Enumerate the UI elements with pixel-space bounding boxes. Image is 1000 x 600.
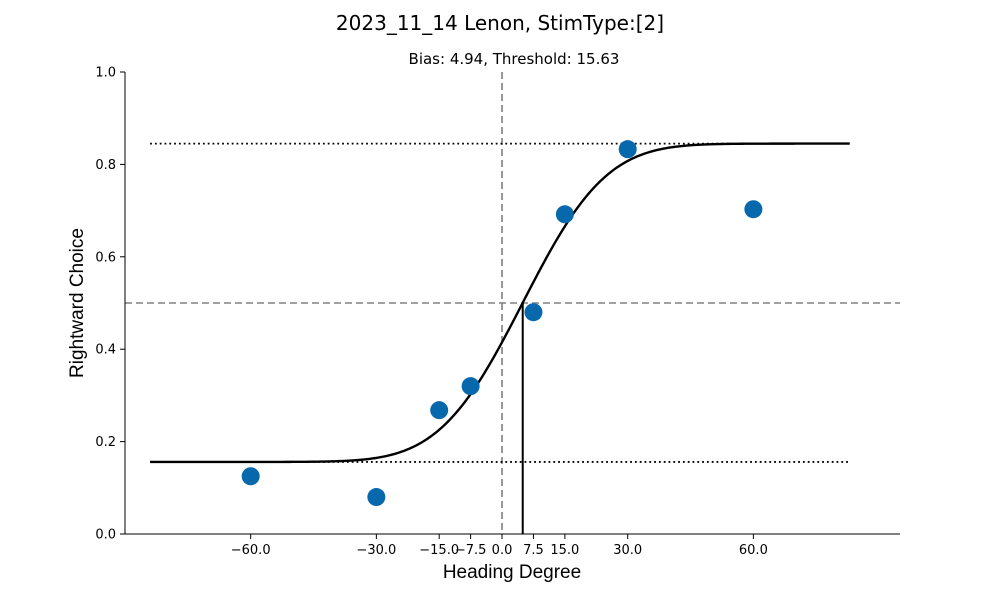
y-tick-label: 0.2 (95, 435, 116, 450)
y-tick-label: 0.0 (95, 528, 116, 543)
x-tick-label: 15.0 (550, 543, 579, 558)
x-tick-label: 0.0 (492, 543, 513, 558)
y-tick-label: 0.8 (95, 158, 116, 173)
data-point (524, 303, 543, 322)
y-tick-label: 0.4 (95, 343, 116, 358)
data-point (430, 401, 449, 420)
data-point (241, 467, 260, 486)
figure-title: 2023_11_14 Lenon, StimType:[2] (336, 11, 664, 35)
data-point (618, 140, 637, 159)
x-tick-label: −60.0 (231, 543, 271, 558)
x-tick-label: 7.5 (523, 543, 544, 558)
plot-area: −60.0 −30.0 −15.0−7.5 0.0 7.5 15.0 30.0 60.0 0.0… (95, 66, 900, 558)
y-tick-label: 0.6 (95, 250, 116, 265)
x-tick-label: 60.0 (739, 543, 768, 558)
chart-subtitle: Bias: 4.94, Threshold: 15.63 (409, 50, 620, 68)
y-axis-label: Rightward Choice (67, 228, 88, 378)
data-point (461, 377, 480, 396)
data-point (367, 488, 386, 507)
x-tick-label: 30.0 (613, 543, 642, 558)
x-axis-label: Heading Degree (443, 562, 581, 583)
data-point (555, 205, 574, 224)
x-tick-label: −30.0 (356, 543, 396, 558)
x-tick-label: −15.0 (419, 543, 459, 558)
y-tick-label: 1.0 (95, 66, 116, 81)
x-tick-label: −7.5 (455, 543, 487, 558)
data-point (744, 200, 763, 219)
psychometric-fit-curve (150, 142, 850, 464)
